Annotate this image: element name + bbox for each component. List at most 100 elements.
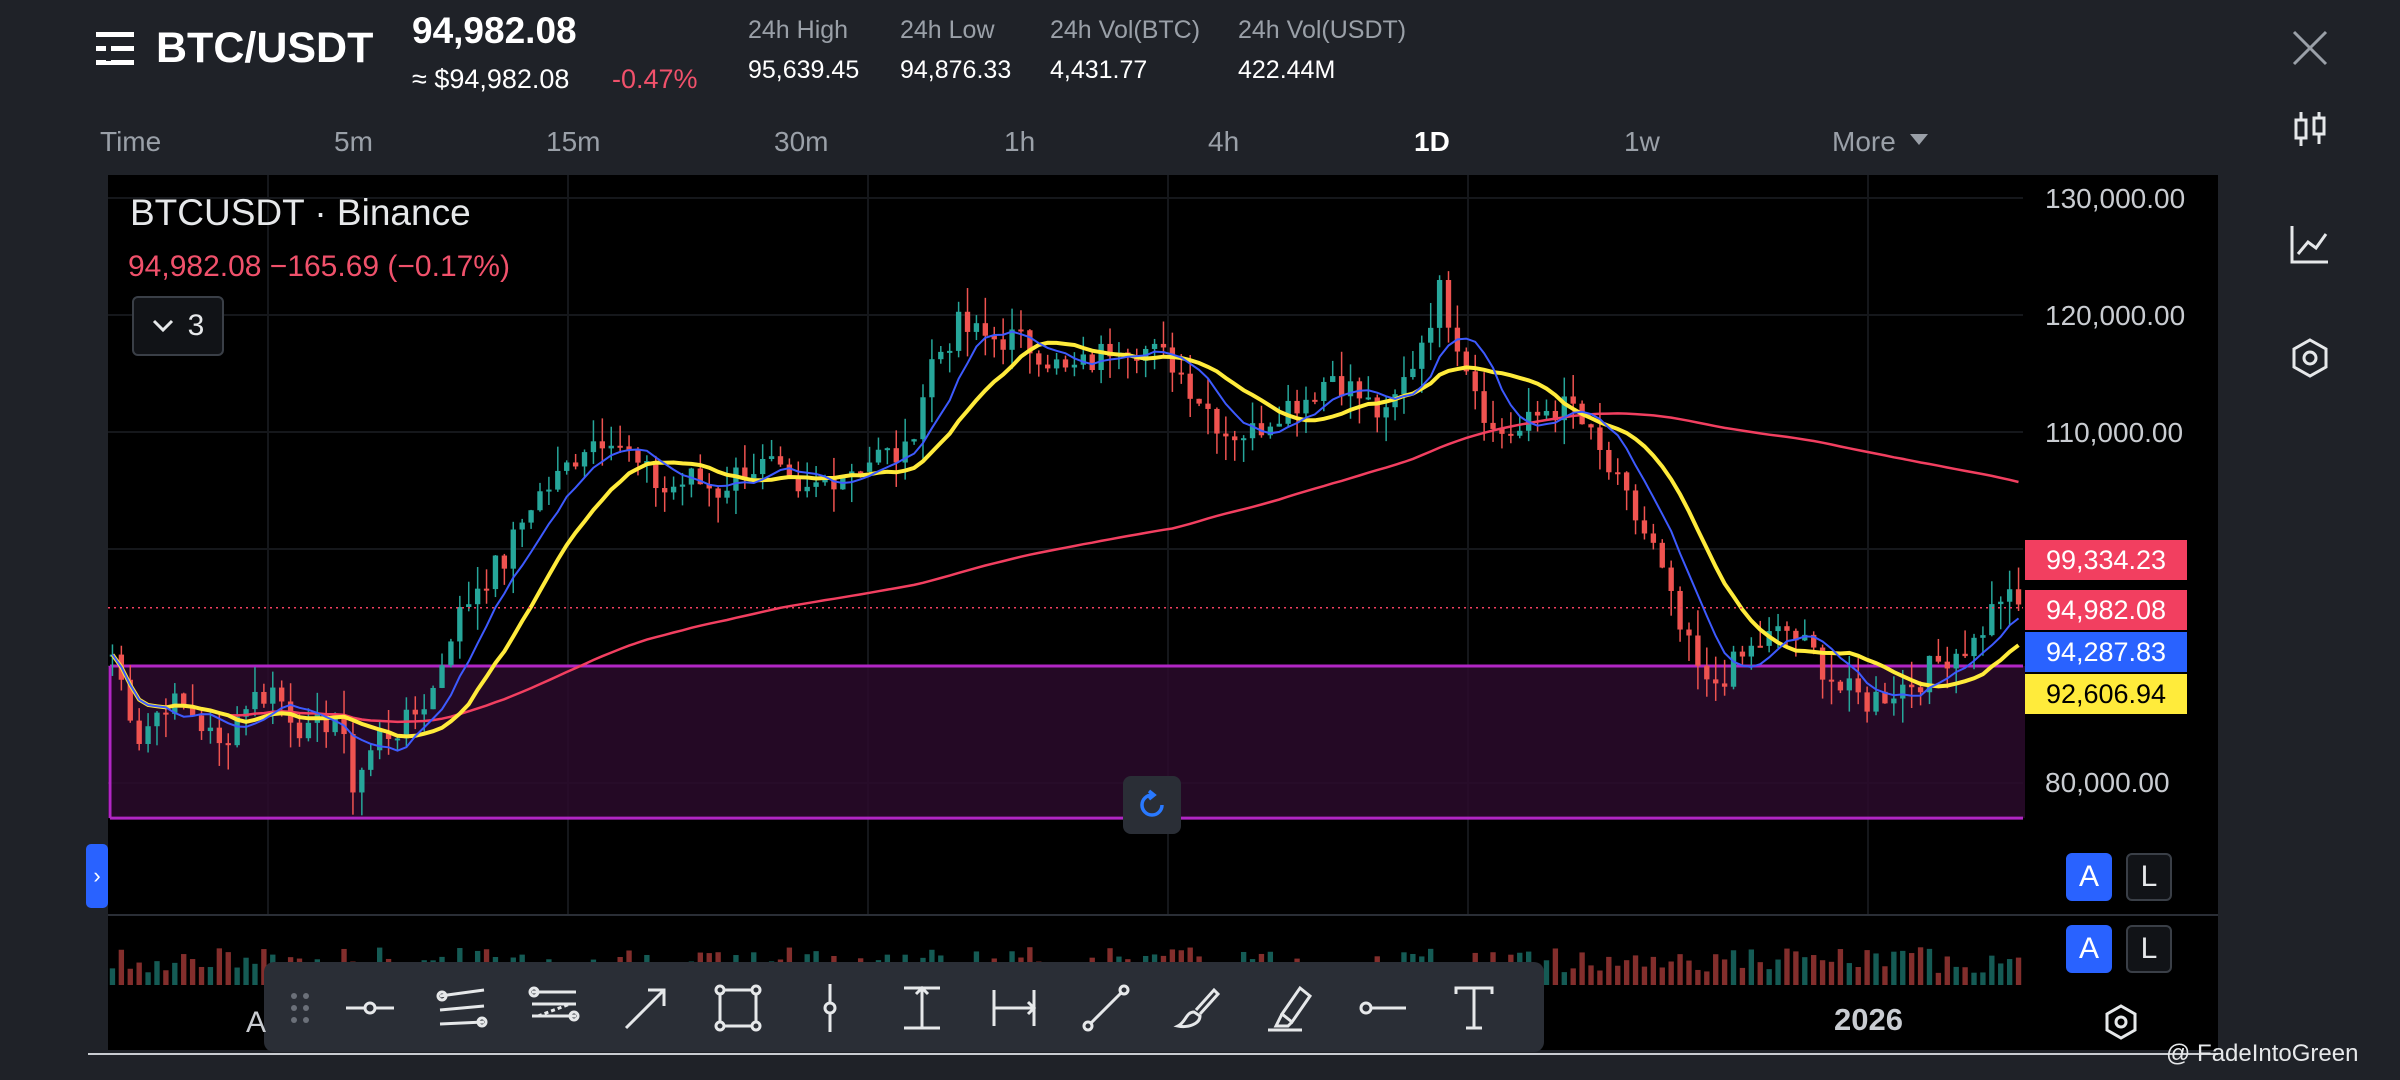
menu-icon[interactable] (96, 30, 136, 68)
brush-icon[interactable] (1170, 980, 1226, 1036)
volume-bar (172, 962, 178, 985)
stat-24h-low-value: 94,876.33 (900, 56, 1012, 84)
indicator-chart-icon[interactable] (2288, 222, 2332, 266)
tab-30m[interactable]: 30m (774, 126, 829, 157)
candle-body (1775, 626, 1781, 632)
tab-1h[interactable]: 1h (1004, 126, 1036, 157)
candle-body (1757, 645, 1763, 648)
tab-1d[interactable]: 1D (1414, 126, 1450, 157)
vertical-line-icon[interactable] (802, 980, 858, 1036)
volume-bar (189, 959, 196, 985)
candle-body (1686, 629, 1692, 636)
tab-1w[interactable]: 1w (1624, 126, 1660, 157)
candle-body (127, 679, 133, 721)
tab-15m[interactable]: 15m (546, 126, 601, 157)
candlestick-icon[interactable] (2288, 108, 2332, 152)
drag-handle-icon[interactable] (272, 980, 328, 1036)
volume-bar (207, 967, 214, 985)
stat-24h-high-label: 24h High (748, 16, 849, 44)
price-range-icon[interactable] (894, 980, 950, 1036)
candle-body (768, 456, 775, 459)
tab-5m[interactable]: 5m (334, 126, 373, 157)
candle-body (1802, 634, 1808, 641)
candle-body (261, 691, 267, 704)
date-range-icon[interactable] (986, 980, 1042, 1036)
horizontal-line-icon[interactable] (342, 980, 398, 1036)
volume-bar (1953, 966, 1959, 985)
rectangle-icon[interactable] (710, 980, 766, 1036)
last-price-tag: 94,982.08 (2025, 590, 2187, 630)
candle-body (1428, 327, 1434, 343)
candle-body (1900, 684, 1906, 699)
close-icon[interactable] (2290, 28, 2330, 68)
candle-body (902, 441, 908, 463)
candle-body (866, 462, 873, 472)
volume-auto-scale-button[interactable]: A (2066, 925, 2112, 973)
volume-bar (1891, 951, 1897, 985)
expand-panel-handle[interactable]: › (86, 844, 108, 908)
auto-scale-button[interactable]: A (2066, 853, 2112, 901)
candle-body (252, 691, 258, 710)
candle-body (279, 687, 285, 702)
volume-bar (1837, 949, 1844, 985)
chart-panel[interactable] (108, 175, 2218, 1050)
candle-body (1071, 364, 1078, 368)
text-icon[interactable] (1446, 980, 1502, 1036)
candle-body (1980, 635, 1986, 638)
volume-bar (1935, 972, 1942, 985)
price-chart[interactable] (108, 175, 2218, 1050)
volume-bar (1668, 961, 1674, 985)
indicator-toggle-button[interactable]: 3 (132, 296, 224, 356)
ma14-price-tag: 92,606.94 (2025, 674, 2187, 714)
candle-body (368, 750, 374, 770)
highlighter-icon[interactable] (1262, 980, 1318, 1036)
volume-log-scale-button[interactable]: L (2126, 925, 2172, 973)
volume-bar (2006, 959, 2013, 985)
fib-retracement-icon[interactable] (526, 980, 582, 1036)
trend-line-icon[interactable] (1078, 980, 1134, 1036)
candle-body (2006, 589, 2013, 602)
candle-body (394, 738, 401, 741)
candle-body (359, 769, 365, 793)
candle-body (1704, 665, 1710, 680)
candle-body (777, 456, 784, 465)
candle-body (1410, 368, 1416, 378)
reset-chart-button[interactable] (1123, 776, 1181, 834)
candle-body (1615, 472, 1621, 475)
candle-body (430, 687, 436, 710)
volume-bar (163, 970, 169, 985)
volume-bar (1828, 961, 1835, 985)
tab-time[interactable]: Time (100, 126, 162, 157)
volume-bar (1739, 967, 1746, 985)
stat-24h-vol-usdt-label: 24h Vol(USDT) (1238, 16, 1407, 44)
pair-title[interactable]: BTC/USDT (156, 24, 374, 72)
ray-icon[interactable] (1354, 980, 1410, 1036)
parallel-channel-icon[interactable] (434, 980, 490, 1036)
candle-body (501, 555, 508, 569)
candle-body (1285, 400, 1291, 424)
tab-more[interactable]: More (1832, 126, 1896, 157)
volume-bar (1632, 955, 1639, 985)
chevron-down-icon[interactable] (1910, 134, 1928, 145)
stat-24h-vol-btc-label: 24h Vol(BTC) (1050, 16, 1201, 44)
arrow-icon[interactable] (618, 980, 674, 1036)
candle-body (1962, 653, 1968, 657)
candle-body (341, 714, 347, 735)
volume-bar (181, 954, 187, 985)
chart-settings-icon[interactable] (2101, 1002, 2141, 1042)
candle-body (635, 449, 641, 463)
candle-body (145, 726, 151, 744)
candle-body (653, 461, 659, 489)
tab-4h[interactable]: 4h (1208, 126, 1240, 157)
volume-bar (1757, 962, 1763, 985)
candle-body (1730, 651, 1737, 687)
candle-body (243, 709, 249, 717)
candle-body (492, 555, 499, 590)
price-axis-label: 110,000.00 (2045, 417, 2184, 448)
candle-body (376, 730, 383, 751)
settings-hexagon-icon[interactable] (2288, 336, 2332, 380)
volume-bar (1713, 954, 1719, 985)
candle-body (697, 468, 703, 485)
log-scale-button[interactable]: L (2126, 853, 2172, 901)
candle-body (1053, 359, 1060, 369)
